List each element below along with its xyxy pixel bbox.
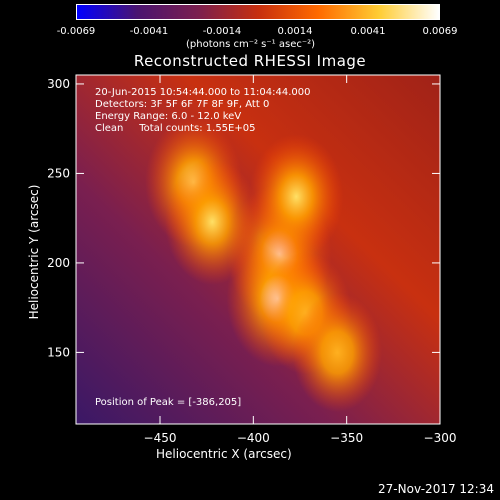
colorbar-units: (photons cm⁻² s⁻¹ asec⁻²) bbox=[186, 39, 316, 50]
colorbar bbox=[76, 4, 440, 20]
timestamp: 27-Nov-2017 12:34 bbox=[378, 482, 494, 496]
plot-frame bbox=[75, 74, 441, 425]
x-tick-label: −450 bbox=[144, 431, 177, 445]
x-tick-label: −300 bbox=[424, 431, 457, 445]
emission-source bbox=[292, 292, 383, 413]
colorbar-tick-label: 0.0014 bbox=[277, 26, 313, 37]
y-tick-label: 250 bbox=[47, 166, 70, 180]
y-tick-label: 150 bbox=[47, 345, 70, 359]
emission-source bbox=[249, 133, 344, 260]
y-tick-label: 300 bbox=[47, 77, 70, 91]
colorbar-tick-label: 0.0041 bbox=[350, 26, 386, 37]
chart-title: Reconstructed RHESSI Image bbox=[133, 52, 367, 70]
x-tick-label: −350 bbox=[330, 431, 363, 445]
x-tick-label: −400 bbox=[237, 431, 270, 445]
clean-counts-text: Clean Total counts: 1.55E+05 bbox=[95, 123, 256, 134]
colorbar-tick-label: -0.0041 bbox=[129, 26, 169, 37]
emission-source bbox=[164, 158, 260, 285]
colorbar-tick-label: -0.0069 bbox=[56, 26, 96, 37]
heatmap-plot: −450 −400 −350 −300 150 200 250 300 bbox=[47, 74, 456, 445]
y-axis-label: Heliocentric Y (arcsec) bbox=[27, 184, 41, 320]
peak-position-text: Position of Peak = [-386,205] bbox=[95, 397, 242, 408]
colorbar-tick-label: -0.0014 bbox=[202, 26, 242, 37]
energy-range-text: Energy Range: 6.0 - 12.0 keV bbox=[95, 111, 242, 122]
time-range-text: 20-Jun-2015 10:54:44.000 to 11:04:44.000 bbox=[95, 87, 311, 98]
detectors-text: Detectors: 3F 5F 6F 7F 8F 9F, Att 0 bbox=[95, 99, 270, 110]
y-tick-label: 200 bbox=[47, 256, 70, 270]
x-axis-label: Heliocentric X (arcsec) bbox=[156, 447, 292, 461]
colorbar-tick-label: 0.0069 bbox=[422, 26, 458, 37]
